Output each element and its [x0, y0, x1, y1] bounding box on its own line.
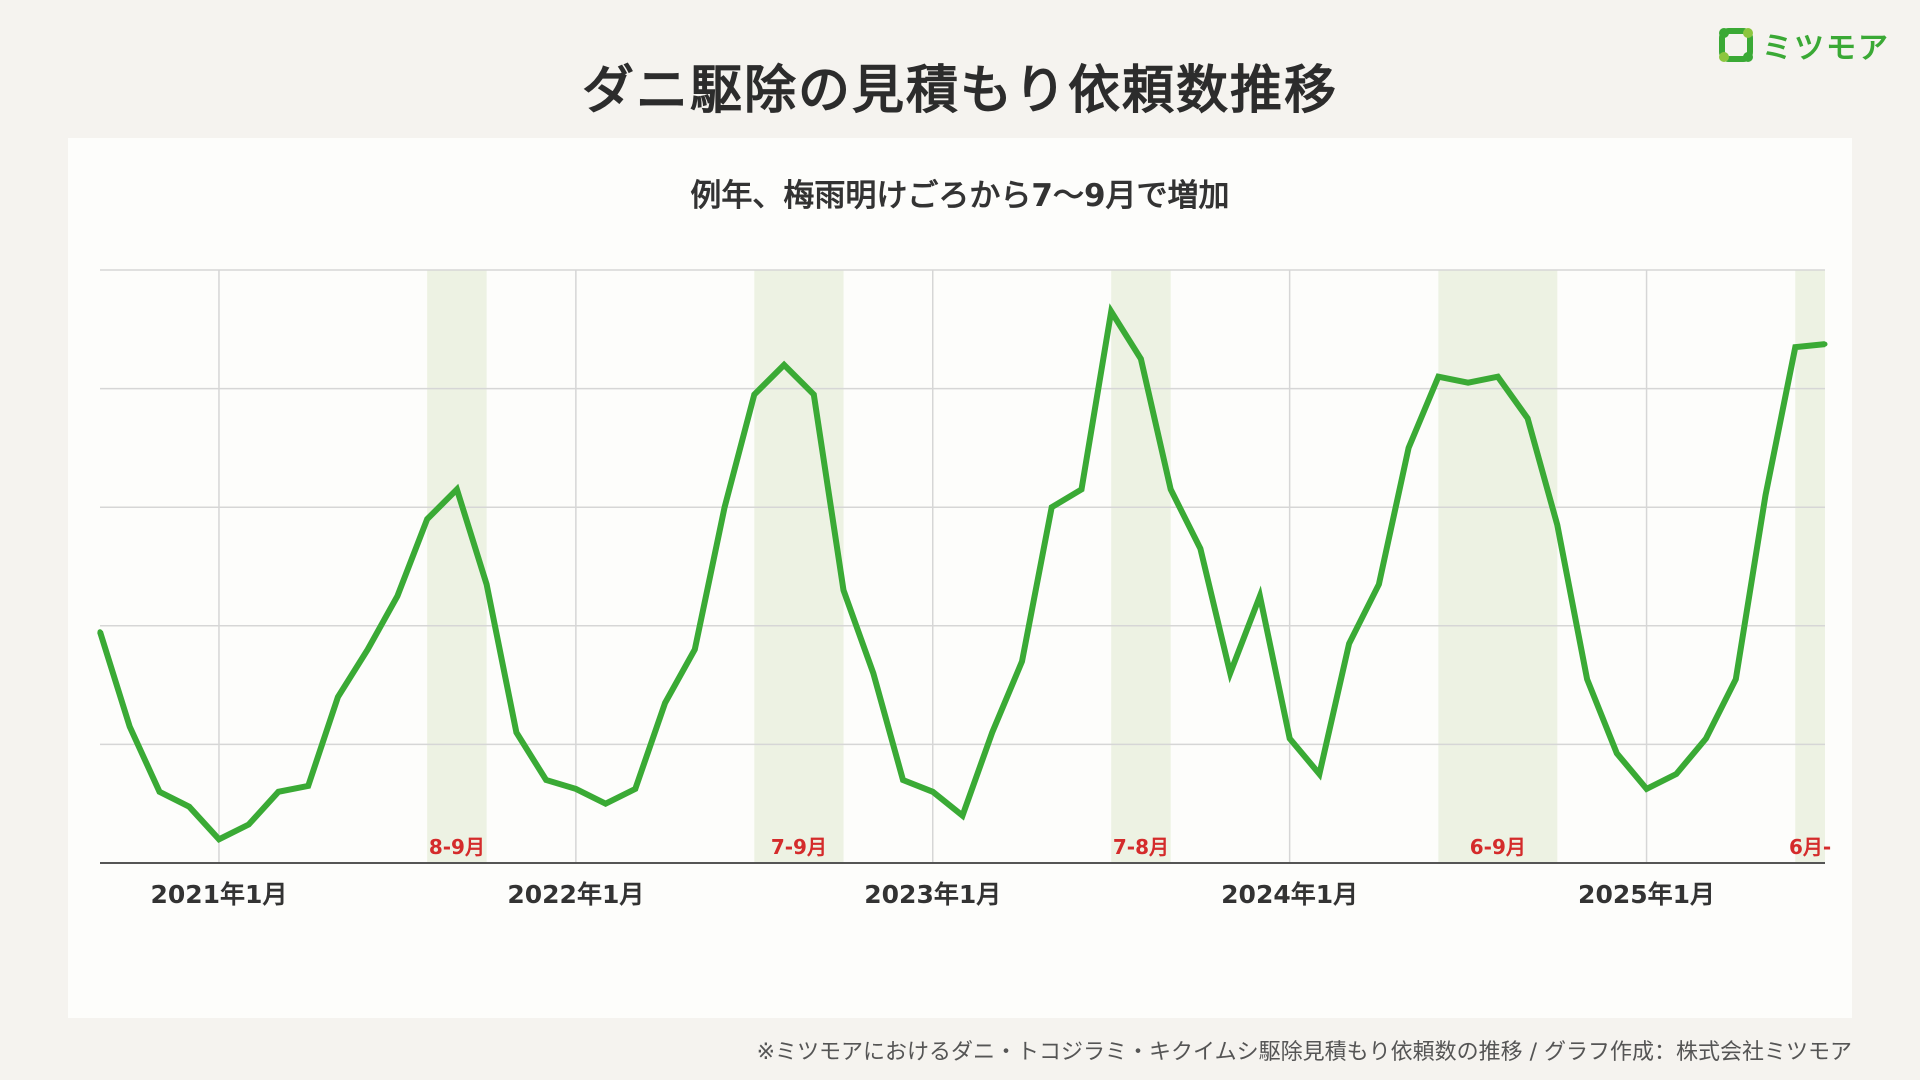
footnote: ※ミツモアにおけるダニ・トコジラミ・キクイムシ駆除見積もり依頼数の推移 / グラ…	[756, 1040, 1852, 1065]
data-point	[722, 504, 728, 510]
data-point	[216, 836, 222, 842]
data-point	[960, 813, 965, 819]
data-point	[1584, 676, 1590, 682]
data-point	[1049, 504, 1055, 510]
data-point	[1019, 658, 1025, 664]
x-tick-label: 2025年1月	[1578, 880, 1715, 909]
brand-logo[interactable]: ミツモア	[1718, 24, 1890, 66]
data-point	[841, 587, 847, 593]
season-band	[754, 270, 844, 863]
data-point	[513, 730, 519, 736]
data-point	[365, 647, 371, 653]
data-point	[662, 700, 668, 706]
data-point	[305, 783, 311, 789]
x-tick-label: 2024年1月	[1221, 880, 1358, 909]
data-points	[97, 309, 1828, 842]
data-point	[1108, 309, 1114, 315]
data-point	[900, 777, 906, 783]
data-point	[1673, 771, 1679, 777]
data-point	[1495, 374, 1501, 380]
data-point	[1465, 380, 1471, 386]
data-point	[1644, 786, 1650, 792]
season-band	[1795, 270, 1825, 863]
data-point	[275, 789, 281, 795]
data-point	[1316, 771, 1322, 777]
mitsumoa-logo-icon	[1719, 28, 1753, 62]
data-point	[1614, 750, 1620, 756]
x-tick-label: 2021年1月	[150, 880, 287, 909]
data-point	[781, 362, 787, 368]
logo-text: ミツモア	[1762, 31, 1890, 66]
data-point	[573, 786, 579, 792]
season-label: 7-8月	[1113, 835, 1169, 859]
data-point	[484, 581, 490, 587]
data-point	[1792, 344, 1798, 350]
data-point	[156, 789, 162, 795]
data-point	[1346, 641, 1352, 647]
data-point	[394, 593, 400, 599]
season-label: 6月-	[1789, 835, 1831, 859]
data-point	[989, 730, 995, 736]
chart-subtitle: 例年、梅雨明けごろから7〜9月で増加	[690, 178, 1230, 214]
season-label: 7-9月	[771, 835, 827, 859]
data-point	[1703, 735, 1709, 741]
data-point	[543, 777, 549, 783]
data-point	[1822, 341, 1828, 347]
season-label: 8-9月	[429, 835, 485, 859]
data-point	[127, 724, 133, 730]
data-point	[246, 821, 252, 827]
season-band	[1438, 270, 1558, 863]
data-point	[1138, 356, 1144, 362]
season-label: 6-9月	[1470, 835, 1526, 859]
data-point	[1078, 486, 1084, 492]
data-point	[1287, 735, 1293, 741]
data-point	[186, 804, 192, 810]
data-point	[454, 486, 460, 492]
data-point	[1227, 670, 1233, 676]
data-point	[930, 789, 936, 795]
series-line	[97, 303, 1826, 843]
data-point	[632, 786, 638, 792]
page-title: ダニ駆除の見積もり依頼数推移	[581, 61, 1338, 121]
data-point	[603, 801, 609, 807]
data-point	[424, 516, 430, 522]
season-band	[427, 270, 487, 863]
data-point	[1406, 445, 1412, 451]
data-point	[1733, 676, 1739, 682]
data-point	[1376, 581, 1382, 587]
data-point	[1168, 486, 1174, 492]
data-point	[1435, 374, 1441, 380]
data-point	[1197, 546, 1203, 552]
x-tick-label: 2023年1月	[864, 880, 1001, 909]
data-point	[1257, 593, 1263, 599]
data-point	[1763, 492, 1769, 498]
data-point	[811, 392, 817, 398]
data-point	[751, 392, 757, 398]
x-tick-label: 2022年1月	[507, 880, 644, 909]
data-point	[1554, 522, 1560, 528]
data-point	[870, 670, 876, 676]
data-point	[335, 694, 341, 700]
data-point	[692, 647, 698, 653]
data-point	[97, 629, 103, 635]
data-point	[1525, 415, 1531, 421]
